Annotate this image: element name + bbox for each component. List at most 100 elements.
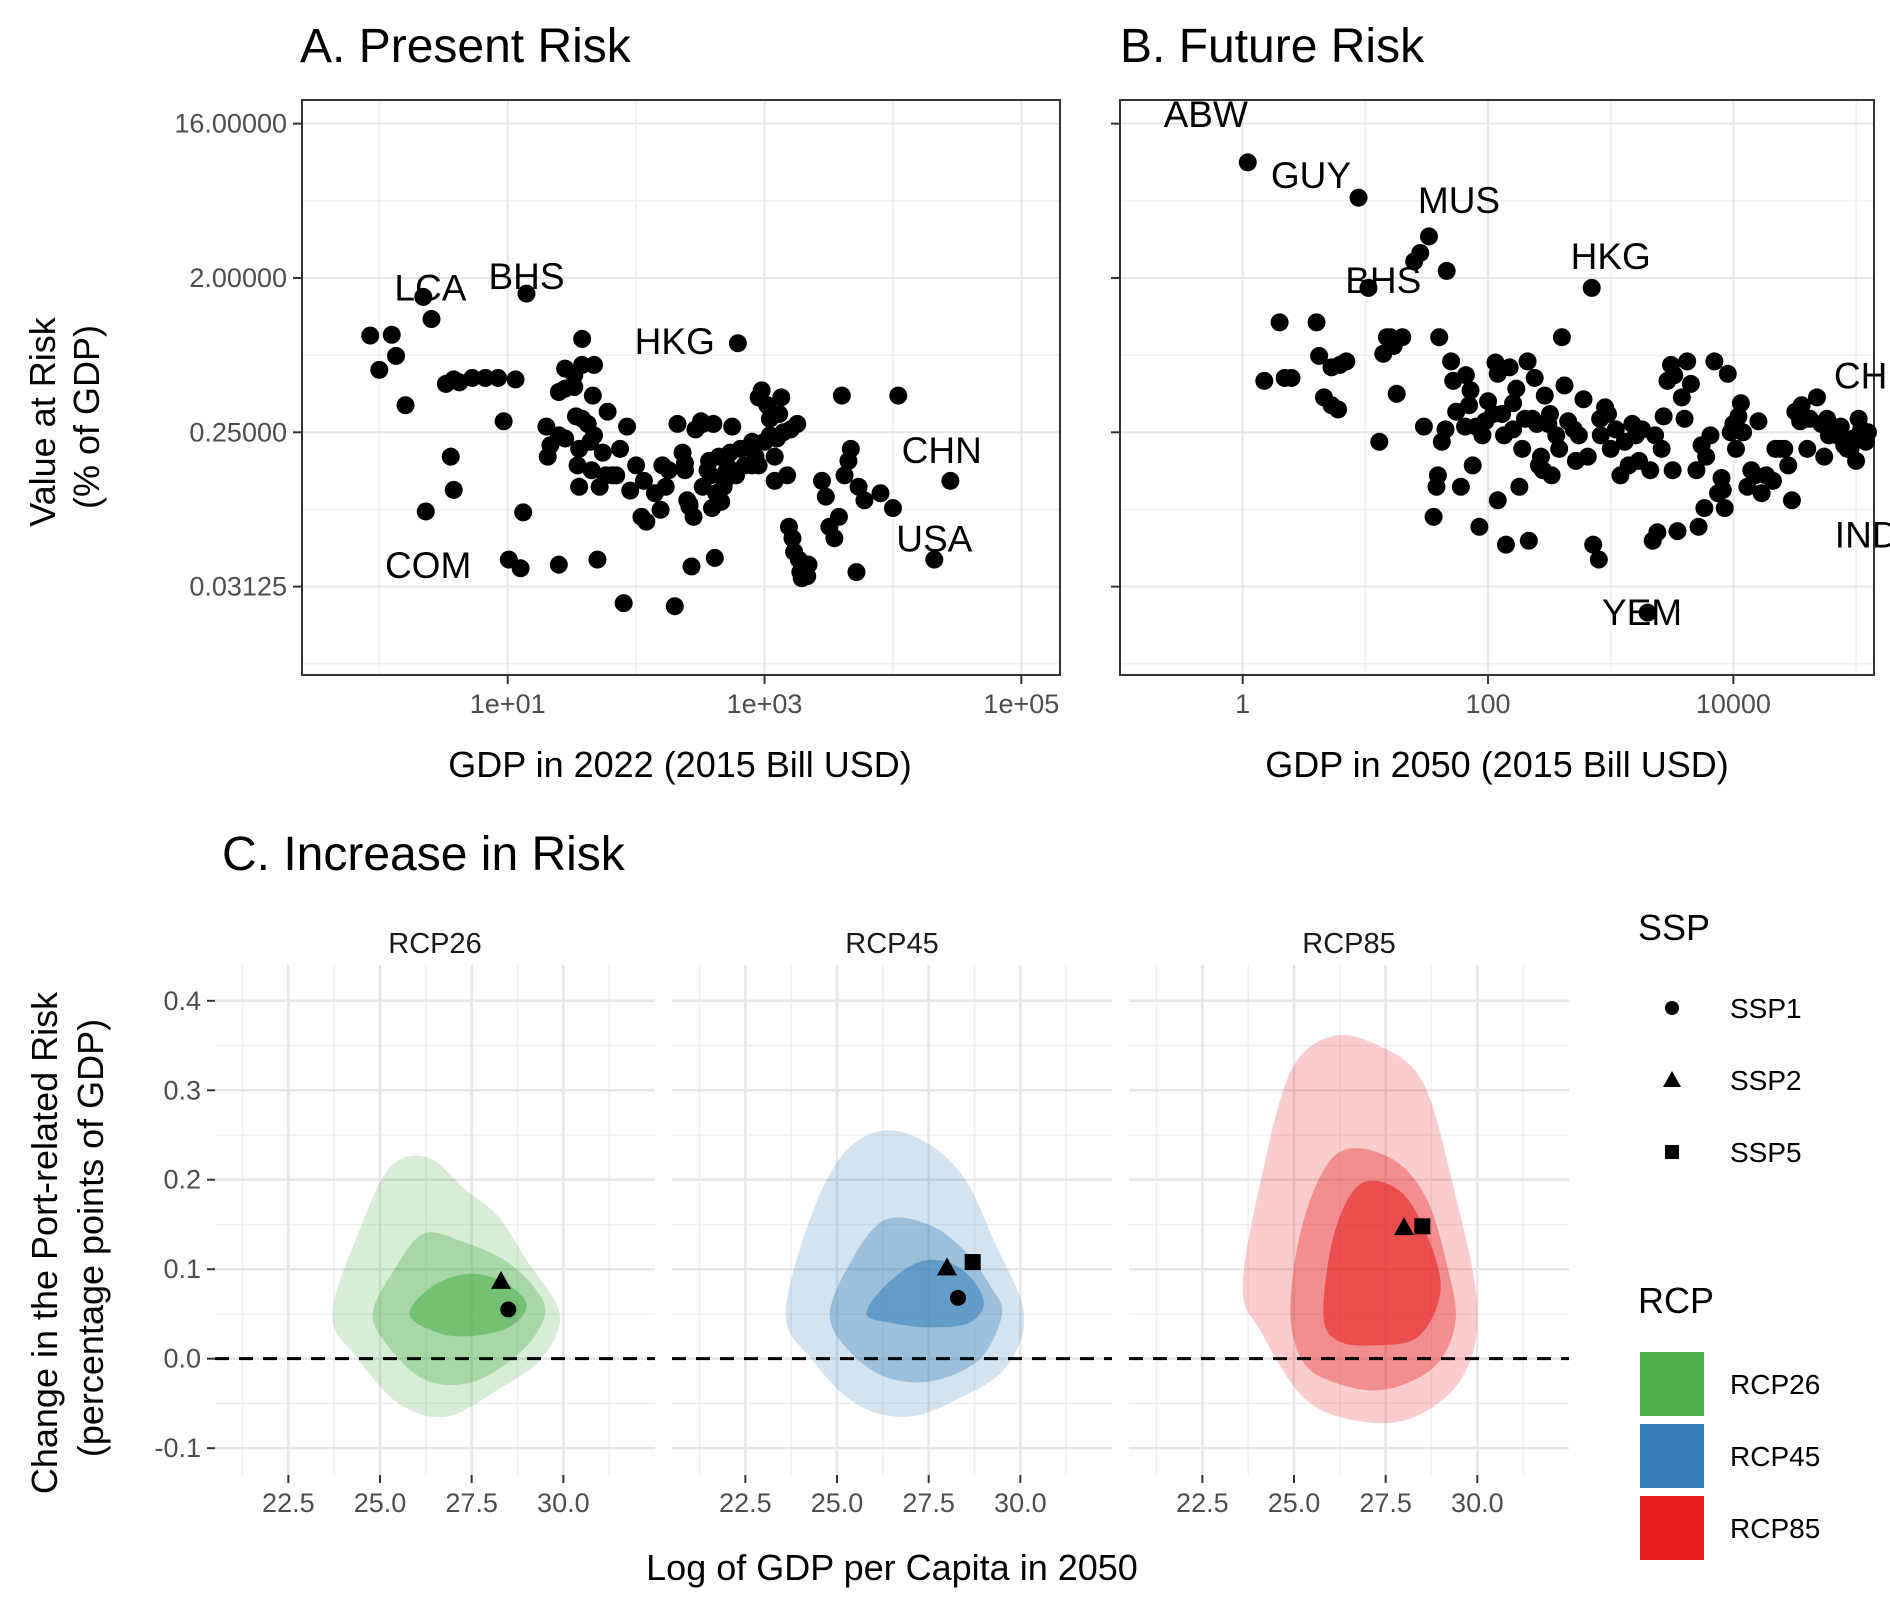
- panel-a-data-point: [494, 412, 513, 431]
- legend: SSP SSP1 SSP2 SSP5 RCP RCP26 RCP45 RCP85: [1638, 907, 1820, 1560]
- panel-b-country-label: HKG: [1571, 236, 1651, 277]
- facet-x-tick-label: 22.5: [1176, 1488, 1229, 1518]
- panel-b-data-point: [1792, 396, 1811, 415]
- legend-ssp-label: SSP2: [1730, 1065, 1802, 1096]
- panel-b-data-point: [1255, 371, 1274, 390]
- panel-a-data-point: [611, 439, 630, 458]
- legend-rcp-label: RCP45: [1730, 1441, 1820, 1472]
- panel-b-data-point: [1807, 388, 1826, 407]
- panel-a-country-label: BHS: [488, 256, 564, 297]
- facet-strip-label: RCP45: [845, 928, 939, 960]
- panel-a-data-point: [668, 414, 687, 433]
- panel-a-data-point: [598, 402, 617, 421]
- facet-x-tick-label: 25.0: [354, 1488, 407, 1518]
- panel-a-data-point: [565, 378, 584, 397]
- panel-b-data-point: [1535, 386, 1554, 405]
- panel-a-data-point: [583, 386, 602, 405]
- panel-a-country-label: COM: [385, 545, 471, 586]
- panel-b-data-point: [1775, 439, 1794, 458]
- panel-a-data-point: [712, 492, 731, 511]
- panel-b-future-risk: B. Future Risk GDP in 2050 (2015 Bill US…: [1111, 20, 1890, 785]
- panel-a-data-point: [849, 477, 868, 496]
- panel-a-data-point: [659, 461, 678, 480]
- panel-a-data-point: [582, 461, 601, 480]
- panel-a-data-point: [517, 284, 536, 303]
- panel-b-data-point: [1504, 420, 1523, 439]
- panel-a-x-tick-label: 1e+01: [470, 689, 546, 719]
- panel-b-data-point: [1411, 243, 1430, 262]
- panel-b-data-point: [1779, 456, 1798, 475]
- legend-ssp2-symbol: [1663, 1071, 1681, 1087]
- panel-b-data-point: [1541, 404, 1560, 423]
- panel-c-y-tick-label: 0.4: [163, 986, 201, 1016]
- ssp1-mean-marker: [500, 1301, 517, 1318]
- panel-b-data-point: [1681, 374, 1700, 393]
- panel-b-data-point: [1718, 364, 1737, 383]
- panel-a-data-point: [825, 529, 844, 548]
- panel-a-data-point: [414, 287, 433, 306]
- legend-rcp-swatch: [1640, 1424, 1704, 1488]
- panel-a-y-axis-label-line1: Value at Risk: [22, 316, 63, 526]
- panel-a-data-point: [704, 414, 723, 433]
- panel-b-data-point: [1715, 499, 1734, 518]
- panel-b-data-point: [1654, 407, 1673, 426]
- panel-a-data-point: [665, 597, 684, 616]
- panel-b-data-point: [1555, 376, 1574, 395]
- panel-b-x-axis-label: GDP in 2050 (2015 Bill USD): [1265, 744, 1729, 785]
- panel-b-data-point: [1591, 426, 1610, 445]
- panel-b-data-point: [1815, 447, 1834, 466]
- panel-b-data-point: [1663, 461, 1682, 480]
- panel-b-country-label: BHS: [1345, 260, 1421, 301]
- panel-b-data-point: [1734, 423, 1753, 442]
- panel-a-data-point: [925, 550, 944, 569]
- panel-a-data-point: [618, 417, 637, 436]
- panel-a-present-risk: A. Present Risk GDP in 2022 (2015 Bill U…: [22, 20, 1061, 785]
- panel-b-data-point: [1507, 379, 1526, 398]
- panel-a-data-point: [841, 439, 860, 458]
- panel-a-data-point: [829, 507, 848, 526]
- panel-a-data-point: [387, 346, 406, 365]
- panel-b-data-point: [1270, 313, 1289, 332]
- facet-strip-label: RCP26: [388, 928, 482, 960]
- facet-x-tick-label: 27.5: [1359, 1488, 1412, 1518]
- panel-b-data-point: [1337, 352, 1356, 371]
- panel-b-country-label: ABW: [1164, 94, 1248, 135]
- panel-b-data-point: [1584, 535, 1603, 554]
- panel-b-data-point: [1504, 394, 1523, 413]
- panel-a-data-point: [855, 491, 874, 510]
- ssp2-mean-marker: [937, 1257, 957, 1276]
- legend-ssp5-symbol: [1665, 1145, 1679, 1159]
- panel-a-data-point: [783, 529, 802, 548]
- panel-a-data-point: [637, 512, 656, 531]
- facet-x-tick-label: 30.0: [994, 1488, 1047, 1518]
- panel-a-data-point: [556, 429, 575, 448]
- panel-a-country-label: CHN: [902, 430, 982, 471]
- panel-b-data-point: [1393, 328, 1412, 347]
- panel-a-data-point: [770, 404, 789, 423]
- panel-a-data-point: [607, 466, 626, 485]
- facet-x-tick-label: 22.5: [719, 1488, 772, 1518]
- legend-rcp-label: RCP26: [1730, 1369, 1820, 1400]
- facet-rcp45: RCP45 22.5 25.0 27.5 30.0: [672, 928, 1112, 1518]
- panel-a-data-point: [651, 500, 670, 519]
- panel-a-data-point: [570, 477, 589, 496]
- panel-b-data-point: [1569, 426, 1588, 445]
- panel-b-data-point: [1695, 499, 1714, 518]
- panel-a-data-point: [812, 471, 831, 490]
- panel-b-data-point: [1442, 352, 1461, 371]
- panel-a-country-label: LCA: [394, 267, 466, 308]
- facet-x-tick-label: 25.0: [1268, 1488, 1321, 1518]
- facet-rcp26: RCP26 22.5 25.0 27.5 30.0: [215, 928, 655, 1518]
- panel-a-grid: [302, 100, 1060, 675]
- panel-b-data-point: [1601, 439, 1620, 458]
- panel-b-x-tick-label: 100: [1466, 689, 1511, 719]
- density-contour-level-3: [1323, 1180, 1441, 1346]
- panel-b-data-point: [1648, 523, 1667, 542]
- panel-b-data-point: [1456, 366, 1475, 385]
- ssp2-mean-marker: [491, 1270, 511, 1289]
- panel-b-data-point: [1525, 368, 1544, 387]
- panel-a-data-point: [506, 370, 525, 389]
- panel-a-data-point: [511, 559, 530, 578]
- panel-a-x-tick-label: 1e+03: [727, 689, 803, 719]
- panel-a-data-point: [370, 360, 389, 379]
